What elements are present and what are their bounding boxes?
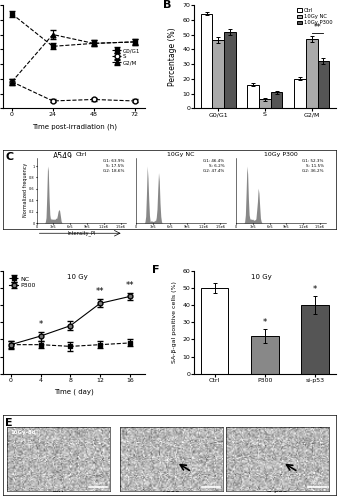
Text: C: C <box>5 152 13 162</box>
Text: **: ** <box>126 281 134 290</box>
Bar <box>306 39 318 108</box>
Bar <box>212 40 224 108</box>
Text: P300: P300 <box>162 488 180 494</box>
Y-axis label: Percentage (%): Percentage (%) <box>168 28 177 86</box>
Legend: Ctrl, 10Gy NC, 10Gy P300: Ctrl, 10Gy NC, 10Gy P300 <box>297 8 333 26</box>
Text: si-p53: si-p53 <box>267 488 288 494</box>
Text: *: * <box>38 320 43 329</box>
Bar <box>301 305 329 374</box>
Bar <box>318 61 329 108</box>
Legend: NC, P300: NC, P300 <box>6 274 38 290</box>
Bar <box>247 84 259 108</box>
Bar <box>259 100 271 108</box>
Text: Ctrl: Ctrl <box>52 488 64 494</box>
Bar <box>251 336 279 374</box>
Bar <box>294 79 306 108</box>
Bar <box>201 288 228 374</box>
Bar <box>224 32 236 108</box>
Legend: G0/G1, S, G2/M: G0/G1, S, G2/M <box>110 46 142 68</box>
Text: F: F <box>152 266 159 276</box>
Text: **: ** <box>96 288 104 296</box>
Text: E: E <box>5 418 13 428</box>
Text: *: * <box>263 318 267 326</box>
X-axis label: Time post-irradiation (h): Time post-irradiation (h) <box>32 123 117 130</box>
Text: 10 Gy: 10 Gy <box>251 274 272 280</box>
Bar <box>271 92 282 108</box>
Bar <box>201 14 212 108</box>
Text: B: B <box>163 0 172 10</box>
X-axis label: Time ( day): Time ( day) <box>54 388 94 395</box>
Text: A549: A549 <box>53 152 73 161</box>
Text: *: * <box>313 285 317 294</box>
Y-axis label: SA-β-gal positive cells (%): SA-β-gal positive cells (%) <box>172 282 177 363</box>
Text: 10 Gy: 10 Gy <box>67 274 88 280</box>
Text: **: ** <box>314 24 321 32</box>
